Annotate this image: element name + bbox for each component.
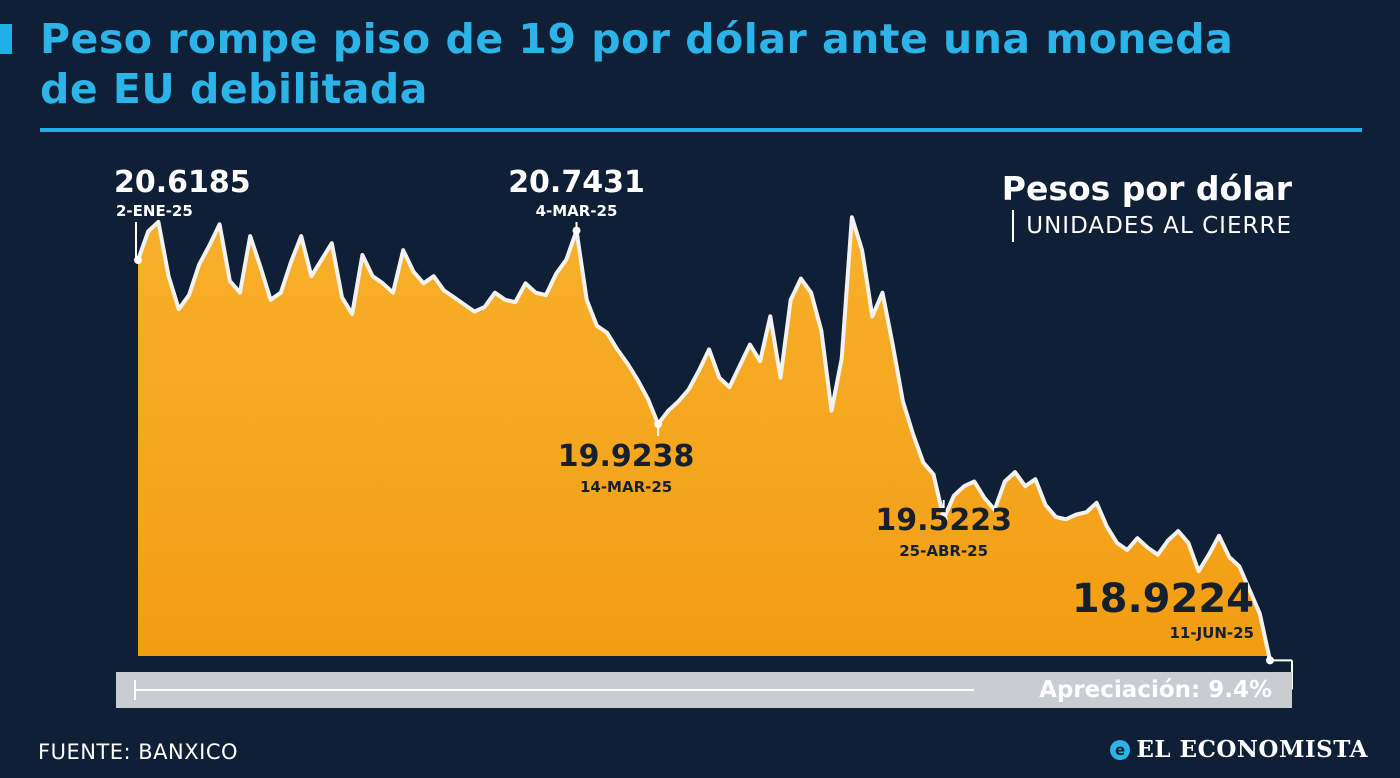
title-divider — [40, 128, 1362, 132]
annotation-1: 20.6185 2-ENE-25 — [114, 165, 251, 265]
series-line — [136, 215, 1272, 661]
brand-logo: e EL ECONOMISTA — [1110, 736, 1368, 763]
annotation-2: 20.7431 4-MAR-25 — [508, 165, 645, 235]
annotation-date: 4-MAR-25 — [536, 202, 618, 220]
appreciation-bar: Apreciación: 9.4% — [116, 672, 1292, 708]
annotation-4: 19.5223 25-ABR-25 — [875, 500, 1012, 560]
annotation-value: 19.5223 — [875, 503, 1012, 538]
source-note: FUENTE: BANXICO — [38, 740, 239, 764]
annotation-layer: 20.6185 2-ENE-25 20.7431 4-MAR-25 19.9238 14-… — [114, 165, 1293, 690]
annotation-5: 18.9224 11-JUN-25 — [1072, 576, 1293, 690]
legend-title: Pesos por dólar — [1001, 169, 1292, 208]
annotation-point — [572, 226, 581, 235]
annotation-value: 20.6185 — [114, 165, 251, 200]
series-area — [138, 217, 1270, 661]
annotation-date: 14-MAR-25 — [580, 478, 672, 496]
appreciation-label: Apreciación: 9.4% — [1039, 677, 1272, 703]
annotation-point — [939, 514, 948, 523]
brand-e-icon: e — [1110, 740, 1131, 760]
annotation-value: 20.7431 — [508, 165, 645, 200]
title-accent-bar — [0, 24, 12, 54]
annotation-point — [1266, 656, 1274, 665]
legend-subtitle: UNIDADES AL CIERRE — [1012, 210, 1292, 242]
annotation-value: 19.9238 — [558, 439, 695, 474]
annotation-point — [134, 256, 142, 265]
annotation-date: 25-ABR-25 — [899, 542, 988, 560]
brand-name: EL ECONOMISTA — [1136, 736, 1368, 763]
annotation-value: 18.9224 — [1072, 576, 1254, 622]
annotation-date: 2-ENE-25 — [116, 202, 193, 220]
legend: Pesos por dólar UNIDADES AL CIERRE — [1002, 168, 1292, 242]
appreciation-track — [134, 689, 974, 691]
annotation-point — [654, 419, 663, 428]
annotation-3: 19.9238 14-MAR-25 — [558, 419, 695, 496]
chart-title: Peso rompe piso de 19 por dólar ante una… — [40, 15, 1234, 113]
annotation-date: 11-JUN-25 — [1169, 624, 1254, 642]
